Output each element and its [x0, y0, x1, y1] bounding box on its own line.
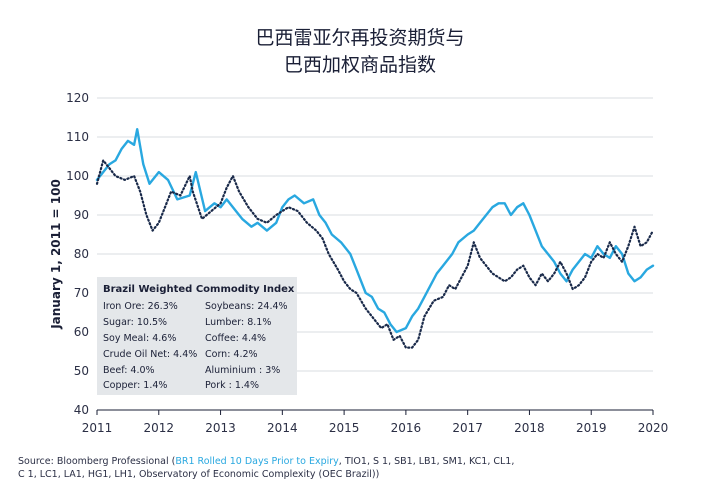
- y-tick-label: 120: [66, 91, 89, 105]
- legend-item: Beef: 4.0%: [103, 365, 155, 376]
- x-tick-labels: 2011 2012 2013 2014 2015 2016 2017 2018 2019 2020: [82, 410, 669, 435]
- y-tick-label: 110: [66, 130, 89, 144]
- y-tick-label: 60: [74, 325, 89, 339]
- source-line2: C 1, LC1, LA1, HG1, LH1, Observatory of …: [18, 469, 380, 480]
- legend-item: Coffee: 4.4%: [205, 333, 267, 344]
- legend-item: Copper: 1.4%: [103, 380, 168, 391]
- legend-item: Aluminium : 3%: [205, 365, 281, 376]
- legend-item: Corn: 4.2%: [205, 349, 258, 360]
- legend-item: Sugar: 10.5%: [103, 317, 168, 328]
- source-note: Source: Bloomberg Professional (BR1 Roll…: [18, 455, 708, 481]
- x-tick-label: 2016: [391, 421, 422, 435]
- legend-item: Lumber: 8.1%: [205, 317, 272, 328]
- source-prefix: Source: Bloomberg Professional (: [18, 456, 176, 467]
- legend-title: Brazil Weighted Commodity Index: [103, 284, 295, 295]
- chart-title-line2: 巴西加权商品指数: [283, 54, 436, 76]
- legend-item: Soy Meal: 4.6%: [103, 333, 177, 344]
- y-tick-label: 40: [74, 403, 89, 417]
- series-line-solid: [95, 127, 655, 334]
- y-axis-label: January 1, 2011 = 100: [49, 179, 63, 330]
- source-highlight: BR1 Rolled 10 Days Prior to Expiry: [175, 456, 339, 467]
- chart-title-line1: 巴西雷亚尔再投资期货与: [255, 27, 465, 49]
- x-tick-label: 2019: [576, 421, 607, 435]
- y-tick-label: 80: [74, 247, 89, 261]
- x-tick-label: 2020: [638, 421, 669, 435]
- series-lines: [95, 127, 655, 349]
- y-tick-label: 90: [74, 208, 89, 222]
- y-tick-label: 70: [74, 286, 89, 300]
- source-suffix: , TIO1, S 1, SB1, LB1, SM1, KC1, CL1,: [338, 456, 515, 467]
- y-tick-label: 100: [66, 169, 89, 183]
- x-tick-label: 2015: [329, 421, 360, 435]
- y-tick-label: 50: [74, 364, 89, 378]
- legend-box: Brazil Weighted Commodity Index Iron Ore…: [97, 277, 297, 395]
- x-tick-label: 2014: [267, 421, 298, 435]
- x-tick-label: 2017: [452, 421, 483, 435]
- series-line-dotted: [95, 159, 655, 349]
- legend-item: Soybeans: 24.4%: [205, 301, 288, 312]
- legend-item: Iron Ore: 26.3%: [103, 301, 178, 312]
- x-tick-label: 2011: [82, 421, 113, 435]
- legend-item: Crude Oil Net: 4.4%: [103, 349, 198, 360]
- y-tick-labels: 40 50 60 70 80 90 100 110 120: [66, 91, 89, 417]
- x-tick-label: 2012: [144, 421, 175, 435]
- x-tick-label: 2018: [514, 421, 545, 435]
- legend-item: Pork : 1.4%: [205, 380, 259, 391]
- x-tick-label: 2013: [205, 421, 236, 435]
